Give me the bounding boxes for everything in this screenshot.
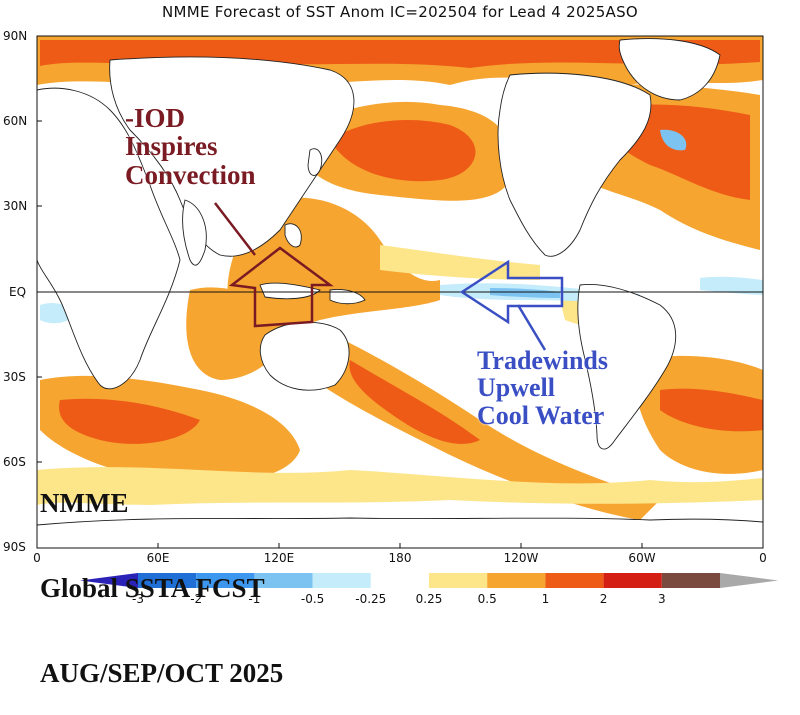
colorbar-segment xyxy=(312,573,371,588)
colorbar-segment xyxy=(603,573,662,588)
colorbar-label: 3 xyxy=(657,592,666,606)
forecast-caption: NMME Global SSTA FCST AUG/SEP/OCT 2025 xyxy=(40,432,283,715)
colorbar-segment xyxy=(720,573,778,588)
x-tick-label: 180 xyxy=(388,551,412,565)
y-tick-label: EQ xyxy=(9,285,27,299)
x-tick-label: 120W xyxy=(503,551,539,565)
y-tick-label: 90N xyxy=(3,29,28,43)
colorbar-label: 1 xyxy=(541,592,550,606)
colorbar-segment xyxy=(661,573,720,588)
axis-ticks xyxy=(37,35,643,549)
colorbar-segment xyxy=(370,573,429,588)
iod-annotation: -IOD Inspires Convection xyxy=(125,103,256,190)
colorbar-label: 2 xyxy=(599,592,608,606)
colorbar-segment xyxy=(254,573,313,588)
caption-line: NMME xyxy=(40,487,129,518)
colorbar-segment xyxy=(138,573,197,588)
forecast-map xyxy=(36,35,778,588)
y-tick-label: 90S xyxy=(3,540,26,554)
colorbar-label: -0.25 xyxy=(355,592,387,606)
colorbar-label: -1 xyxy=(248,592,261,606)
y-tick-label: 30S xyxy=(3,370,26,384)
x-tick-label: 120E xyxy=(263,551,295,565)
colorbar-segment xyxy=(80,573,138,588)
colorbar-label: 0.25 xyxy=(415,592,443,606)
y-tick-label: 30N xyxy=(3,199,28,213)
colorbar xyxy=(80,573,778,588)
chart-title: NMME Forecast of SST Anom IC=202504 for … xyxy=(161,3,639,21)
x-tick-label: 60E xyxy=(146,551,170,565)
x-tick-label: 0 xyxy=(759,551,767,565)
colorbar-segment xyxy=(487,573,546,588)
colorbar-segment xyxy=(196,573,255,588)
sst-anomaly-field xyxy=(37,36,763,548)
caption-line: AUG/SEP/OCT 2025 xyxy=(40,657,284,688)
iod-arrow xyxy=(214,202,334,328)
tradewinds-annotation: Tradewinds Upwell Cool Water xyxy=(477,346,608,430)
colorbar-segment xyxy=(545,573,604,588)
y-tick-label: 60S xyxy=(3,455,26,469)
tradewind-arrow xyxy=(459,259,564,351)
y-tick-label: 60N xyxy=(3,114,28,128)
caption-line: Global SSTA FCST xyxy=(40,572,265,603)
colorbar-label: -0.5 xyxy=(300,592,325,606)
colorbar-label: 0.5 xyxy=(477,592,497,606)
colorbar-label: -2 xyxy=(190,592,203,606)
colorbar-label: -3 xyxy=(132,592,144,606)
x-tick-label: 60W xyxy=(628,551,656,565)
x-tick-label: 0 xyxy=(33,551,41,565)
colorbar-segment xyxy=(429,573,488,588)
